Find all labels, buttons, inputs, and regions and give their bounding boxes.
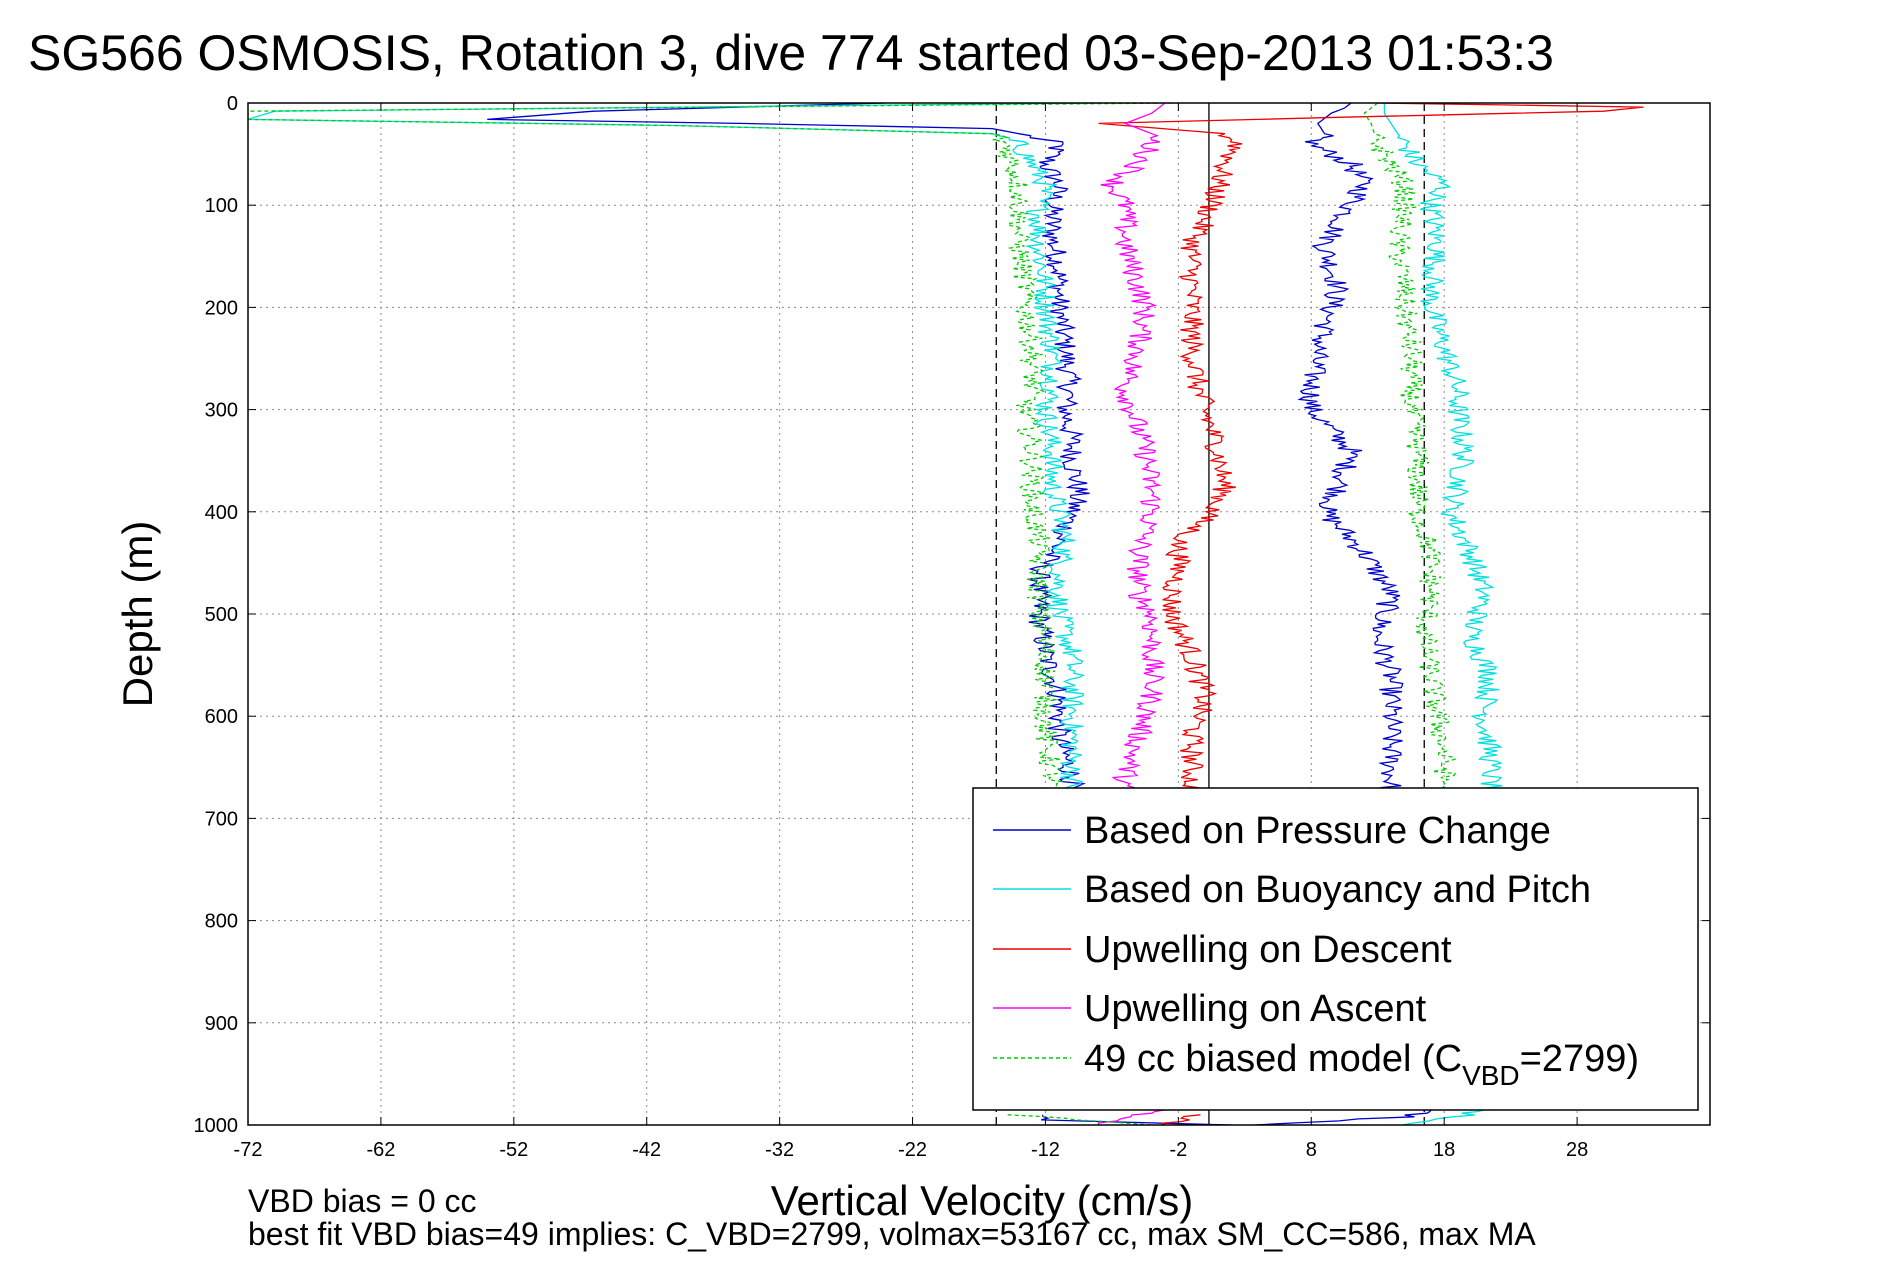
legend-box xyxy=(972,787,1699,1111)
y-tick-label: 300 xyxy=(205,400,238,422)
x-tick-label: 8 xyxy=(1306,1139,1317,1161)
x-tick-label: -32 xyxy=(765,1139,794,1161)
legend: Based on Pressure Change Based on Buoyanc… xyxy=(972,787,1699,1111)
legend-label: Upwelling on Ascent xyxy=(1084,988,1427,1030)
y-tick-label: 900 xyxy=(205,1013,238,1035)
series-49-cc-biased-model-c-vbd-2799 xyxy=(1363,103,1457,799)
series-based-on-pressure-change xyxy=(487,103,1090,799)
y-tick-label: 800 xyxy=(205,911,238,933)
series-upwelling-on-ascent xyxy=(1097,1109,1167,1125)
x-tick-label: -72 xyxy=(234,1139,263,1161)
x-tick-label: -22 xyxy=(898,1139,927,1161)
vbd-bias-note: VBD bias = 0 cc xyxy=(248,1183,477,1219)
series-based-on-buoyancy-and-pitch xyxy=(1383,103,1504,799)
series-based-on-pressure-change xyxy=(1254,1109,1432,1125)
y-tick-label: 700 xyxy=(205,808,238,830)
series-layer xyxy=(248,103,1644,1125)
y-tick-label: 500 xyxy=(205,604,238,626)
series-upwelling-on-ascent xyxy=(1100,103,1166,799)
tick-layer: -72 -62 -52 -42 -32 -22 -12 -2 8 18 28 0 100 200 300 40… xyxy=(194,93,1710,1161)
y-tick-label: 100 xyxy=(205,195,238,217)
best-fit-note: best fit VBD bias=49 implies: C_VBD=2799… xyxy=(248,1216,1536,1252)
x-tick-label: -2 xyxy=(1169,1139,1187,1161)
y-tick-label: 600 xyxy=(205,706,238,728)
x-axis-label: Vertical Velocity (cm/s) xyxy=(771,1177,1193,1224)
x-tick-label: 18 xyxy=(1433,1139,1455,1161)
x-tick-label: -12 xyxy=(1031,1139,1060,1161)
x-tick-label: -52 xyxy=(499,1139,528,1161)
series-upwelling-on-descent xyxy=(1160,1114,1201,1125)
legend-label: Based on Buoyancy and Pitch xyxy=(1084,869,1591,911)
series-based-on-pressure-change xyxy=(1297,103,1405,799)
series-based-on-buoyancy-and-pitch xyxy=(248,103,1099,799)
y-tick-label: 1000 xyxy=(194,1115,239,1137)
x-tick-label: -42 xyxy=(632,1139,661,1161)
y-tick-label: 0 xyxy=(227,93,238,115)
series-based-on-buoyancy-and-pitch xyxy=(1402,1109,1485,1125)
series-49-cc-biased-model-c-vbd-2799 xyxy=(1007,1114,1152,1125)
legend-label: Based on Pressure Change xyxy=(1084,810,1551,852)
y-tick-label: 200 xyxy=(205,297,238,319)
series-upwelling-on-descent xyxy=(1098,103,1644,799)
y-axis-label: Depth (m) xyxy=(114,521,161,708)
x-tick-label: -62 xyxy=(366,1139,395,1161)
chart-title: SG566 OSMOSIS, Rotation 3, dive 774 star… xyxy=(28,25,1554,81)
series-49-cc-biased-model-c-vbd-2799 xyxy=(248,103,1179,799)
x-tick-label: 28 xyxy=(1566,1139,1588,1161)
y-tick-label: 400 xyxy=(205,502,238,524)
legend-label: Upwelling on Descent xyxy=(1084,929,1452,971)
